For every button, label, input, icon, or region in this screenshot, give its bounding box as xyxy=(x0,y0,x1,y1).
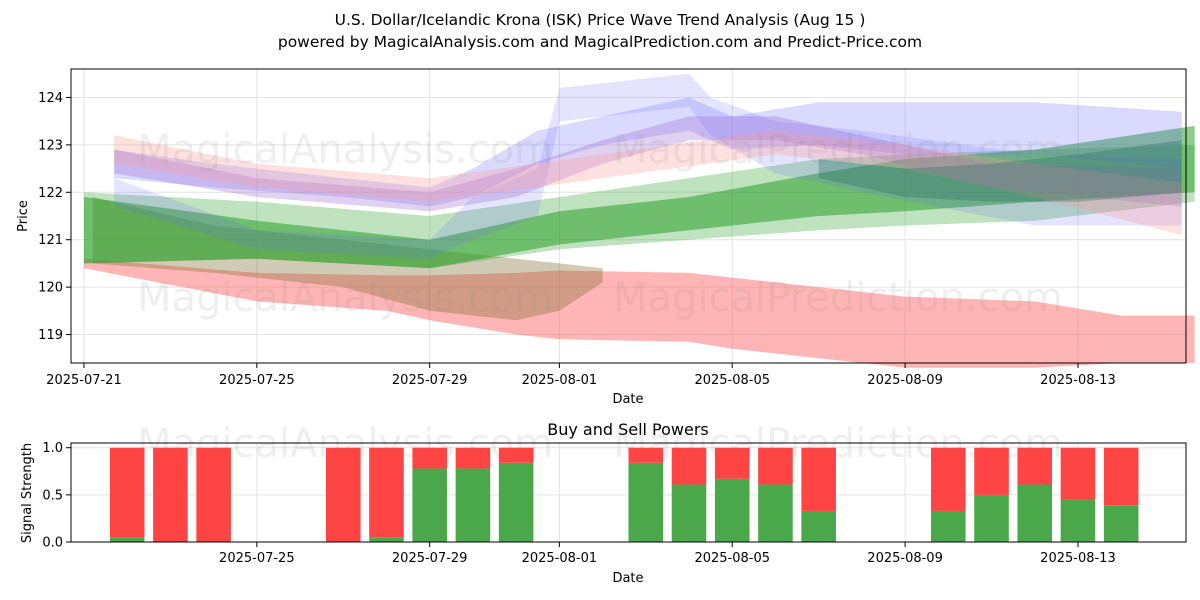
sell-bar xyxy=(801,447,836,511)
signal-y-label: Signal Strength xyxy=(20,443,35,543)
buy-bar xyxy=(671,484,707,542)
watermark-1: MagicalAnalysis.com xyxy=(137,127,553,173)
band-blue-band-1 xyxy=(114,97,1182,207)
price-x-ticks: 2025-07-21 2025-07-25 2025-07-29 2025-08-01… xyxy=(46,363,1116,388)
buy-bar xyxy=(1103,505,1139,542)
sell-bar xyxy=(1060,447,1096,500)
buy-bar xyxy=(758,484,793,542)
signal-y-tick-label: 0.5 xyxy=(42,488,63,503)
sell-bar xyxy=(1103,447,1139,506)
price-y-tick-label: 119 xyxy=(38,328,63,343)
signal-x-tick-label: 2025-07-29 xyxy=(392,551,468,566)
price-bands xyxy=(84,73,1195,368)
sell-bar xyxy=(412,447,447,469)
buy-bar xyxy=(109,537,145,542)
price-y-tick-label: 123 xyxy=(38,138,63,153)
band-purple-band xyxy=(114,116,1182,212)
signal-bars xyxy=(109,447,1139,542)
signal-title: Buy and Sell Powers xyxy=(547,420,709,439)
sell-bar xyxy=(931,447,966,511)
signal-x-tick-label: 2025-08-09 xyxy=(867,551,943,566)
signal-axes-frame xyxy=(70,442,1187,543)
price-y-ticks: 119 120 121 122 123 124 xyxy=(38,91,71,343)
sell-bar xyxy=(1017,447,1053,485)
band-green-band-dark xyxy=(84,125,1195,269)
watermark-2: MagicalPrediction.com xyxy=(613,127,1063,173)
buy-bar xyxy=(1060,499,1096,542)
signal-x-ticks: 2025-07-25 2025-07-29 2025-08-01 2025-08-05… xyxy=(219,542,1116,566)
sell-bar xyxy=(974,447,1009,495)
price-y-label: Price xyxy=(16,200,31,232)
sell-bar xyxy=(628,447,664,463)
sell-bar xyxy=(153,447,188,542)
buy-bar xyxy=(455,468,491,542)
sell-bar xyxy=(369,447,404,538)
price-x-label: Date xyxy=(612,392,643,407)
sell-bar xyxy=(671,447,707,485)
signal-x-tick-label: 2025-08-01 xyxy=(522,551,598,566)
price-x-tick-label: 2025-07-21 xyxy=(46,373,122,388)
watermark-4: MagicalPrediction.com xyxy=(613,275,1063,321)
watermark-3: MagicalAnalysis.com xyxy=(137,275,553,321)
sell-bar xyxy=(196,447,231,542)
price-x-tick-label: 2025-08-05 xyxy=(694,373,770,388)
price-panel: MagicalAnalysis.com MagicalPrediction.co… xyxy=(16,68,1195,407)
buy-bar xyxy=(498,462,534,542)
buy-bar xyxy=(1017,484,1053,542)
price-y-tick-label: 121 xyxy=(38,233,63,248)
sell-bar xyxy=(109,447,145,538)
sell-bar xyxy=(714,447,750,479)
sell-bar xyxy=(325,447,361,542)
chart-subtitle: powered by MagicalAnalysis.com and Magic… xyxy=(278,33,922,51)
signal-panel: Buy and Sell Powers MagicalAnalysis.com … xyxy=(20,420,1187,586)
signal-x-tick-label: 2025-08-05 xyxy=(694,551,770,566)
price-y-tick-label: 124 xyxy=(38,91,63,106)
sell-bar xyxy=(498,447,534,463)
sell-bar xyxy=(455,447,491,469)
buy-bar xyxy=(714,478,750,542)
price-y-tick-label: 122 xyxy=(38,186,63,201)
price-x-tick-label: 2025-08-01 xyxy=(522,373,598,388)
band-blue-band-2 xyxy=(114,73,1182,259)
price-x-tick-label: 2025-08-13 xyxy=(1040,373,1116,388)
buy-bar xyxy=(412,468,447,542)
band-teal-band xyxy=(818,140,1182,202)
buy-bar xyxy=(801,510,836,542)
buy-bar xyxy=(974,494,1009,542)
chart-title: U.S. Dollar/Icelandic Krona (ISK) Price … xyxy=(335,11,866,29)
signal-x-tick-label: 2025-08-13 xyxy=(1040,551,1116,566)
price-y-tick-label: 120 xyxy=(38,281,63,296)
buy-bar xyxy=(931,510,966,542)
buy-bar xyxy=(628,462,664,542)
buy-bar xyxy=(369,537,404,542)
price-x-tick-label: 2025-07-29 xyxy=(392,373,468,388)
signal-y-ticks: 0.0 0.5 1.0 xyxy=(42,441,71,551)
signal-x-tick-label: 2025-07-25 xyxy=(219,551,295,566)
signal-y-tick-label: 1.0 xyxy=(42,441,63,456)
signal-x-label: Date xyxy=(612,571,643,586)
band-red-band xyxy=(84,258,1195,368)
price-x-tick-label: 2025-07-25 xyxy=(219,373,295,388)
price-axes-frame xyxy=(70,68,1187,364)
price-x-tick-label: 2025-08-09 xyxy=(867,373,943,388)
sell-bar xyxy=(758,447,793,485)
band-pink-band xyxy=(114,130,1182,235)
signal-y-tick-label: 0.0 xyxy=(42,536,63,551)
